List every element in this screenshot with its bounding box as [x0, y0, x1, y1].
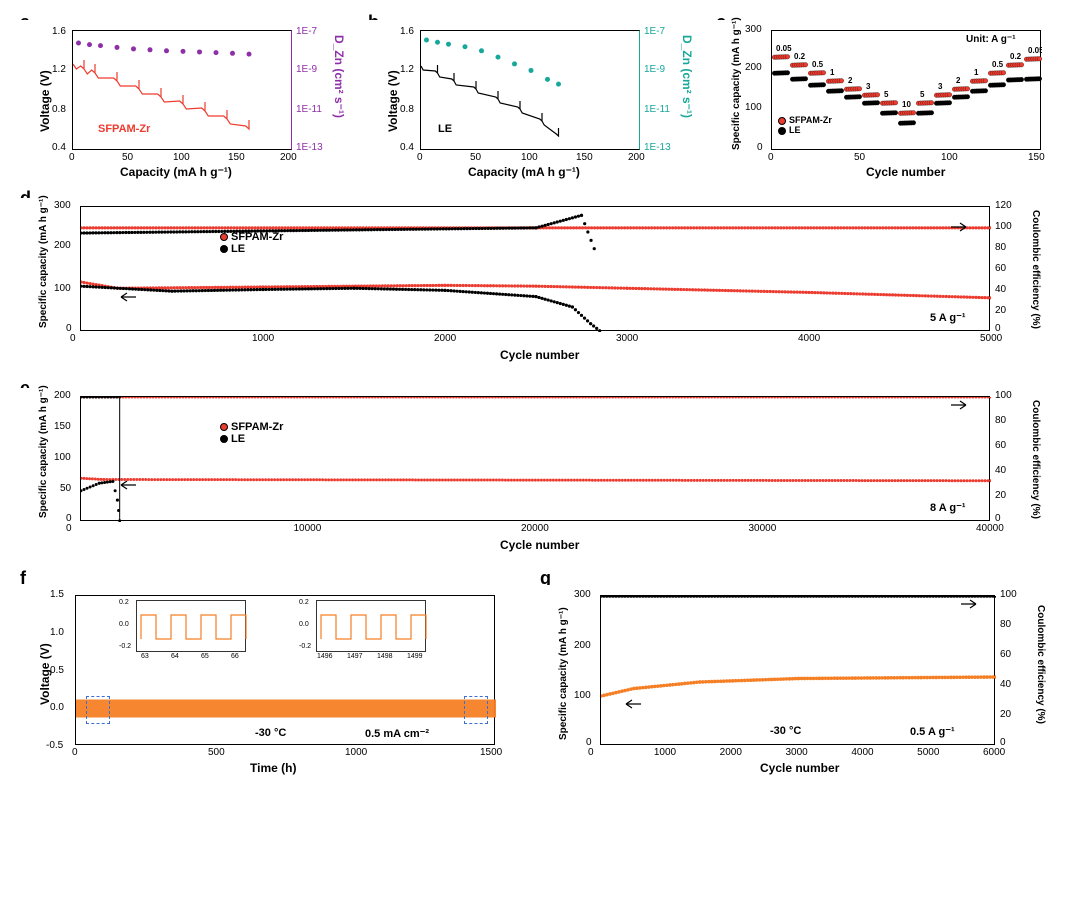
panel-f-inset-1: 0.2 0.0 -0.2 63 64 65 66	[136, 600, 246, 652]
panel-g: 300 200 100 0 100 80 60 40 20 0 01000200…	[540, 585, 1060, 785]
svg-text:10: 10	[902, 100, 911, 109]
panel-d-ylabel-left: Specific capacity (mA h g⁻¹)	[38, 195, 49, 328]
panel-c-legend: SFPAM-Zr LE	[778, 115, 832, 135]
panel-f-xlabel: Time (h)	[250, 761, 296, 775]
panel-a-ylabel-right: D_Zn (cm² s⁻¹)	[332, 35, 346, 118]
svg-text:3: 3	[938, 82, 943, 91]
svg-text:1: 1	[974, 68, 979, 77]
svg-text:5: 5	[920, 90, 925, 99]
panel-b: 1.6 1.2 0.8 0.4 1E-7 1E-9 1E-11 1E-13 0 …	[368, 20, 698, 185]
svg-text:0.2: 0.2	[1010, 52, 1022, 61]
panel-g-temp-label: -30 °C	[770, 725, 801, 737]
panel-c: 0.050.20.512351053210.50.20.05 300 200 1…	[716, 20, 1060, 185]
panel-g-ylabel-left: Specific capacity (mA h g⁻¹)	[558, 607, 569, 740]
panel-e-rate-label: 8 A g⁻¹	[930, 501, 966, 514]
figure: a 1.6 1.2 0.8 0.4 1E-7 1E-9 1E-11 1E-13 …	[10, 10, 1070, 910]
svg-text:0.5: 0.5	[812, 60, 824, 69]
panel-g-ylabel-right: Coulombic efficiency (%)	[1035, 605, 1046, 724]
panel-e-legend: SFPAM-Zr LE	[220, 421, 283, 445]
svg-text:2: 2	[848, 76, 853, 85]
panel-g-xlabel: Cycle number	[760, 761, 839, 775]
panel-c-xlabel: Cycle number	[866, 165, 945, 179]
panel-e-ylabel-right: Coulombic efficiency (%)	[1030, 400, 1041, 519]
svg-text:0.05: 0.05	[776, 44, 792, 53]
svg-text:2: 2	[956, 76, 961, 85]
panel-b-ylabel-left: Voltage (V)	[386, 70, 400, 132]
panel-e-xlabel: Cycle number	[500, 538, 579, 552]
panel-b-ylabel-right: D_Zn (cm² s⁻¹)	[680, 35, 694, 118]
panel-b-xlabel: Capacity (mA h g⁻¹)	[468, 165, 580, 179]
panel-d-plot	[80, 206, 990, 331]
panel-f-plot: 0.2 0.0 -0.2 63 64 65 66 0.2 0.0 -0.2 14…	[75, 595, 495, 745]
panel-g-plot	[600, 595, 995, 745]
panel-f: 0.2 0.0 -0.2 63 64 65 66 0.2 0.0 -0.2 14…	[20, 585, 525, 785]
panel-e-plot	[80, 396, 990, 521]
panel-d-rate-label: 5 A g⁻¹	[930, 311, 966, 324]
panel-f-rate-label: 0.5 mA cm⁻²	[365, 727, 429, 740]
panel-c-unit-label: Unit: A g⁻¹	[966, 34, 1016, 45]
svg-text:0.5: 0.5	[992, 60, 1004, 69]
panel-f-inset-2: 0.2 0.0 -0.2 1496 1497 1498 1499	[316, 600, 426, 652]
panel-f-zoom-box-1	[86, 696, 110, 724]
panel-a-xlabel: Capacity (mA h g⁻¹)	[120, 165, 232, 179]
panel-d-ylabel-right: Coulombic efficiency (%)	[1030, 210, 1041, 329]
panel-b-series-label: LE	[438, 123, 452, 135]
panel-a: 1.6 1.2 0.8 0.4 1E-7 1E-9 1E-11 1E-13 0 …	[20, 20, 350, 185]
panel-d-legend: SFPAM-Zr LE	[220, 231, 283, 255]
panel-f-temp-label: -30 °C	[255, 727, 286, 739]
panel-e-ylabel-left: Specific capacity (mA h g⁻¹)	[38, 385, 49, 518]
panel-b-plot	[420, 30, 640, 150]
panel-f-zoom-box-2	[464, 696, 488, 724]
svg-text:1: 1	[830, 68, 835, 77]
panel-a-ylabel-left: Voltage (V)	[38, 70, 52, 132]
panel-c-ylabel: Specific capacity (mA h g⁻¹)	[731, 17, 742, 150]
panel-a-series-label: SFPAM-Zr	[98, 123, 150, 135]
svg-text:3: 3	[866, 82, 871, 91]
panel-b-svg	[421, 31, 641, 151]
panel-d-xlabel: Cycle number	[500, 348, 579, 362]
panel-g-rate-label: 0.5 A g⁻¹	[910, 725, 955, 738]
panel-d: 300 200 100 0 120 100 80 60 40 20 0 0100…	[20, 198, 1060, 373]
svg-text:0.2: 0.2	[794, 52, 806, 61]
panel-f-ylabel: Voltage (V)	[38, 643, 52, 705]
svg-text:0.05: 0.05	[1028, 46, 1042, 55]
svg-text:5: 5	[884, 90, 889, 99]
panel-e: 200 150 100 50 0 100 80 60 40 20 0 01000…	[20, 388, 1060, 563]
